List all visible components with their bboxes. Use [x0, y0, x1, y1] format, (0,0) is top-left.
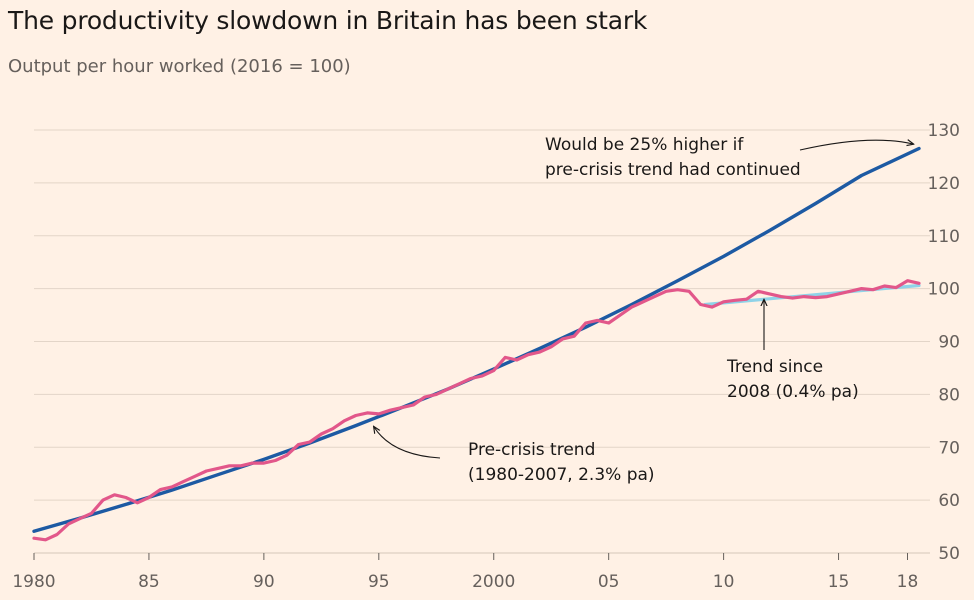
y-tick-label: 90 — [938, 333, 960, 353]
x-tick-label: 95 — [368, 572, 390, 592]
y-tick-label: 50 — [938, 544, 960, 564]
annotation-higher-line2: pre-crisis trend had continued — [545, 160, 801, 180]
annotation-since-line2: 2008 (0.4% pa) — [727, 382, 859, 402]
annotation-higher-line1: Would be 25% higher if — [545, 135, 744, 155]
y-tick-label: 70 — [938, 438, 960, 458]
x-tick-label: 1980 — [12, 572, 55, 592]
annotation-higher-arrow — [799, 140, 913, 151]
x-tick-label: 05 — [598, 572, 620, 592]
y-tick-label: 80 — [938, 385, 960, 405]
y-tick-label: 60 — [938, 491, 960, 511]
x-tick-label: 15 — [828, 572, 850, 592]
annotation-pre-line2: (1980-2007, 2.3% pa) — [468, 465, 655, 485]
x-tick-label: 85 — [138, 572, 160, 592]
chart-title: The productivity slowdown in Britain has… — [8, 6, 648, 35]
annotation-pre-arrow — [374, 427, 441, 459]
y-tick-label: 100 — [928, 280, 960, 300]
x-tick-label: 18 — [897, 572, 919, 592]
y-tick-label: 130 — [928, 121, 960, 141]
x-tick-label: 2000 — [472, 572, 515, 592]
actual-productivity-line — [32, 279, 921, 542]
x-tick-label: 10 — [713, 572, 735, 592]
chart-subtitle: Output per hour worked (2016 = 100) — [8, 56, 351, 77]
annotation-pre-line1: Pre-crisis trend — [468, 440, 595, 460]
y-tick-label: 120 — [928, 174, 960, 194]
x-tick-label: 90 — [253, 572, 275, 592]
annotation-since-line1: Trend since — [726, 357, 823, 377]
y-tick-label: 110 — [928, 227, 960, 247]
